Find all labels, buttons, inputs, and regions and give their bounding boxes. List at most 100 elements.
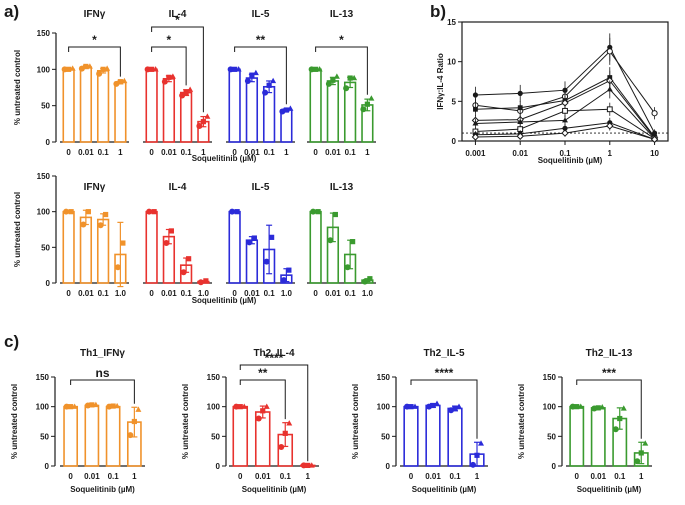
significance-label: **** [435,366,454,380]
data-point [333,73,340,79]
data-point [114,402,121,409]
x-tick-label: 0.1 [181,289,193,298]
significance-bracket [239,364,309,462]
data-point [203,278,209,284]
data-point [149,66,155,72]
x-tick-label: 0.1 [345,289,357,298]
x-tick-label: 0.01 [512,149,528,158]
y-tick-label: 100 [37,65,51,74]
data-point [434,400,440,406]
data-point [562,117,568,123]
x-tick-label: 1 [132,472,137,481]
significance-bracket [576,379,642,439]
data-point [612,426,619,433]
data-point [282,430,288,436]
data-point [168,228,174,234]
data-point [561,129,569,137]
data-point [169,73,176,79]
y-tick-label: 50 [40,432,49,441]
data-point [104,65,111,71]
y-tick-label: 0 [216,462,221,471]
x-tick-label: 0.1 [264,289,276,298]
bar [232,405,249,467]
y-axis-label: % untreated control [10,384,19,459]
x-tick-label: 0 [149,148,154,157]
series-title: Th2_IL-5 [423,348,465,359]
bar [145,68,158,143]
x-tick-label: 1.0 [362,289,374,298]
x-axis-label: Soquelitinib (µM) [412,485,477,494]
x-tick-label: 0.01 [255,472,271,481]
data-point [127,432,134,439]
x-tick-label: 0.01 [325,289,341,298]
y-tick-label: 0 [552,462,557,471]
significance-label: * [175,13,180,27]
bar [245,77,259,143]
data-point [121,77,128,84]
data-point [86,63,93,69]
x-tick-label: 1.0 [198,289,210,298]
x-tick-label: 0.01 [244,148,260,157]
bar [280,109,293,143]
x-tick-label: 1 [284,148,289,157]
y-tick-label: 100 [377,403,391,412]
y-tick-label: 0 [46,279,51,288]
significance-bracket [70,379,135,404]
significance-bracket [151,46,187,86]
x-tick-label: 0 [409,472,414,481]
bar [403,405,419,467]
data-point [642,440,649,446]
data-point [263,403,270,409]
bar [425,404,441,467]
x-tick-label: 0.01 [425,472,441,481]
y-tick-label: 50 [547,432,556,441]
data-point [286,420,293,426]
y-axis-label: % untreated control [13,192,22,267]
data-point [97,222,104,229]
significance-label: * [92,33,97,47]
data-point [200,119,206,125]
x-axis-label: Soquelitinib (µM) [192,154,257,163]
bar [309,210,322,284]
data-point [252,69,259,76]
data-point [344,264,351,271]
x-tick-label: 10 [650,149,659,158]
data-point [562,125,568,131]
y-tick-label: 0 [386,462,391,471]
data-point [313,66,319,72]
data-point [599,404,606,410]
x-axis-label: Soquelitinib (µM) [538,156,603,165]
series-title: IL-5 [252,182,270,193]
x-tick-label: 1 [608,149,613,158]
x-tick-label: 0 [238,472,243,481]
y-tick-label: 50 [41,243,50,252]
x-tick-label: 0.1 [559,149,571,158]
data-point [283,107,289,113]
data-point [229,208,236,215]
bar [343,81,357,143]
bar [62,68,75,143]
data-point [364,101,370,107]
bar [179,91,193,143]
series-title: IL-4 [169,9,187,20]
data-point [574,404,580,410]
panel-label-b: b) [430,2,446,21]
data-point [470,461,476,468]
data-point [456,403,462,409]
data-point [69,65,76,71]
x-tick-label: 0.01 [84,472,100,481]
x-tick-label: 1 [118,148,123,157]
data-point [197,279,204,286]
panel-label-c: c) [4,332,19,351]
data-point [310,208,317,215]
data-point [251,235,257,241]
data-point [343,85,350,92]
data-point [63,208,70,215]
data-point [606,122,614,130]
y-tick-label: 50 [381,432,390,441]
significance-bracket [234,46,287,105]
data-point [517,90,523,96]
data-point [562,107,568,114]
data-point [249,72,255,78]
bar [84,404,100,467]
